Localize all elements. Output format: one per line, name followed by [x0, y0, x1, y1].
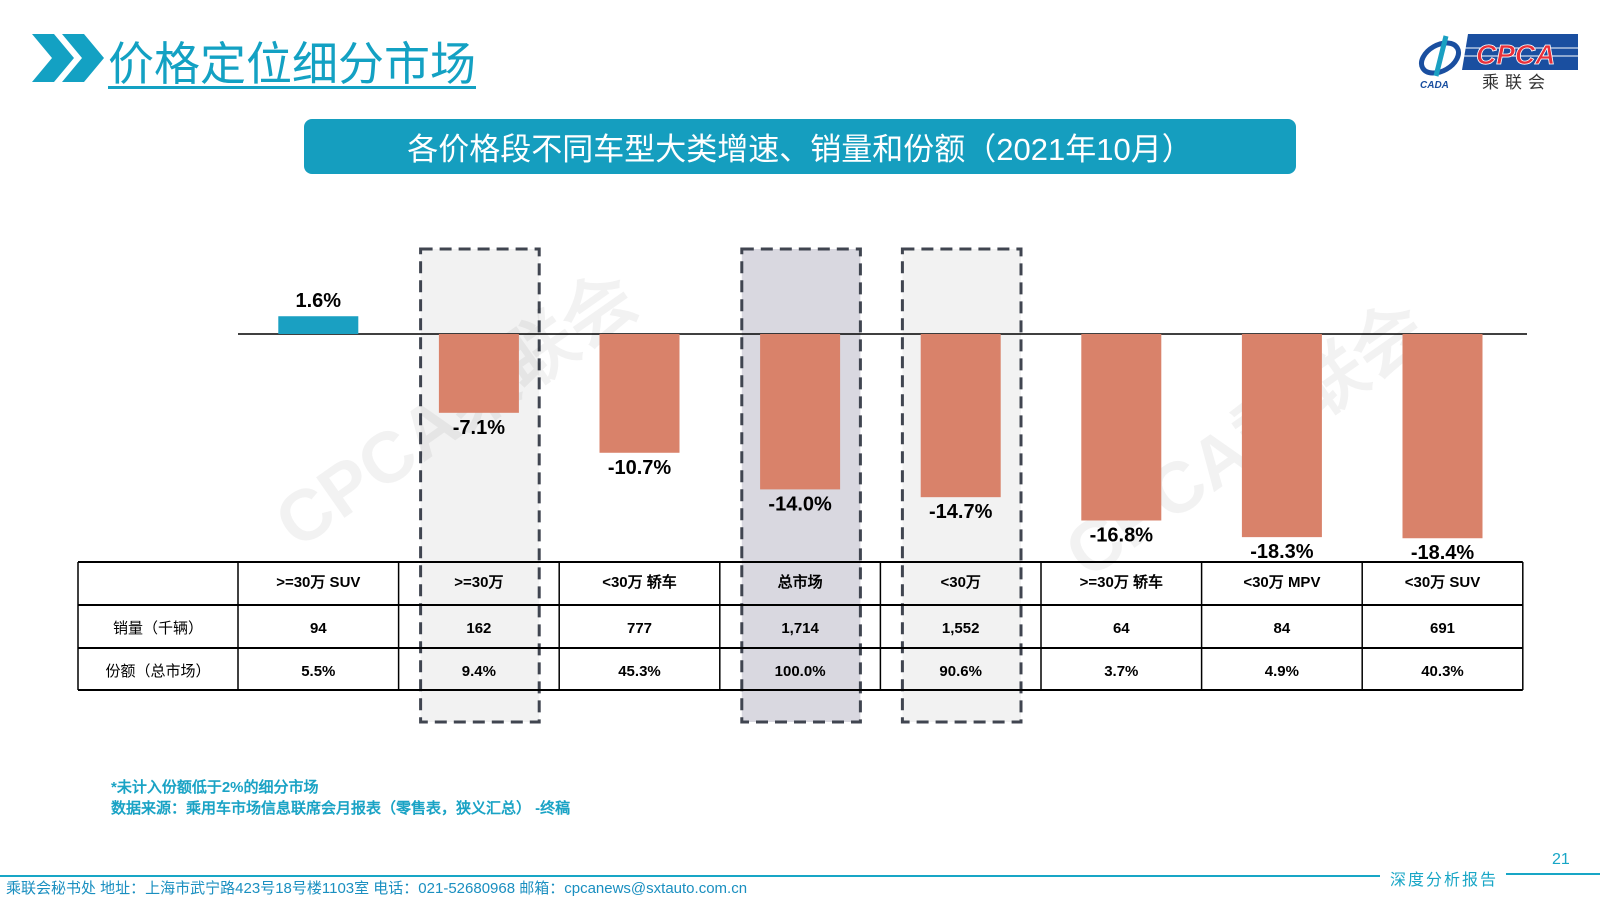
footer-divider [0, 875, 1380, 877]
bar [920, 334, 1001, 498]
page-number: 21 [1552, 851, 1570, 868]
bar [438, 334, 519, 413]
report-tag: 深度分析报告 [1390, 870, 1499, 889]
svg-text:CADA: CADA [1420, 80, 1449, 91]
bar [1402, 334, 1483, 539]
svg-text:CPCA: CPCA [1476, 39, 1555, 70]
bar [278, 316, 359, 334]
bar-value-label: -14.7% [929, 501, 993, 523]
note-exclusion: *未计入份额低于2%的细分市场 [111, 779, 319, 796]
bar [1081, 334, 1162, 521]
bar-value-label: -10.7% [608, 457, 672, 479]
bar-value-label: -14.0% [768, 493, 832, 515]
table-row-label: 销量（千辆） [113, 620, 203, 637]
footer-contact: 乘联会秘书处 地址：上海市武宁路423号18号楼1103室 电话：021-526… [6, 880, 748, 897]
category-label: <30万 MPV [1243, 574, 1320, 591]
table-cell: 5.5% [301, 663, 335, 680]
note-source: 数据来源：乘用车市场信息联席会月报表（零售表，狭义汇总） -终稿 [111, 800, 571, 817]
page-title: 价格定位细分市场 [108, 38, 476, 90]
bar [599, 334, 680, 453]
bar-value-label: -7.1% [453, 417, 505, 439]
table-cell: 40.3% [1421, 663, 1464, 680]
bar-value-label: 1.6% [296, 290, 342, 312]
table-cell: 64 [1113, 620, 1130, 637]
bar-value-label: -16.8% [1090, 524, 1154, 546]
table-row-label: 份额（总市场） [105, 663, 210, 680]
bar [1241, 334, 1322, 538]
table-cell: 100.0% [775, 663, 826, 680]
table-cell: 3.7% [1104, 663, 1138, 680]
table-cell: 90.6% [939, 663, 982, 680]
cpca-logo: CADA CPCA 乘联会 [1418, 30, 1578, 97]
table-cell: 1,714 [781, 620, 819, 637]
bar-value-label: -18.4% [1411, 542, 1475, 564]
footer-divider [1506, 873, 1600, 875]
table-cell: 84 [1274, 620, 1291, 637]
highlight-box [419, 247, 541, 724]
bar [760, 334, 841, 490]
category-label: <30万 [940, 574, 980, 591]
category-label: <30万 轿车 [602, 573, 677, 591]
category-label: >=30万 [454, 574, 503, 591]
chevron-double-right-icon [32, 34, 104, 87]
table-cell: 4.9% [1265, 663, 1299, 680]
category-label: <30万 SUV [1405, 574, 1480, 591]
table-cell: 94 [310, 620, 327, 637]
notes: *未计入份额低于2%的细分市场 数据来源：乘用车市场信息联席会月报表（零售表，狭… [111, 777, 570, 819]
bar-value-label: -18.3% [1250, 541, 1314, 563]
table-cell: 777 [627, 620, 652, 637]
svg-text:乘联会: 乘联会 [1482, 73, 1551, 92]
category-label: >=30万 轿车 [1080, 573, 1163, 591]
table-cell: 162 [466, 620, 491, 637]
category-label: >=30万 SUV [276, 574, 360, 591]
category-label: 总市场 [778, 573, 823, 591]
table-cell: 691 [1430, 620, 1455, 637]
table-cell: 9.4% [462, 663, 496, 680]
table-cell: 1,552 [942, 620, 980, 637]
chart-banner-title: 各价格段不同车型大类增速、销量和份额（2021年10月） [304, 119, 1296, 174]
table-cell: 45.3% [618, 663, 661, 680]
